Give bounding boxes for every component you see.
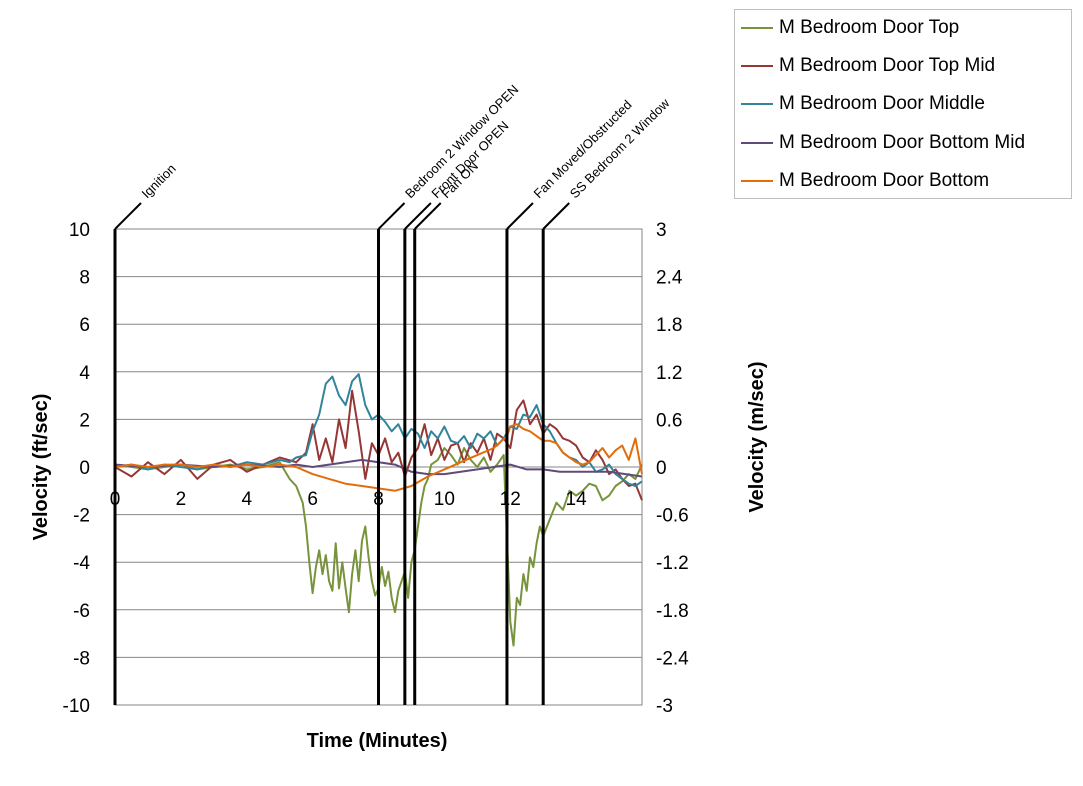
- x-tick-label: 0: [110, 489, 121, 510]
- legend-item: M Bedroom Door Bottom: [741, 169, 989, 193]
- legend-item: M Bedroom Door Top: [741, 16, 959, 40]
- legend-swatch: [741, 180, 773, 182]
- legend-item: M Bedroom Door Bottom Mid: [741, 131, 1025, 155]
- series-line: [114, 389, 643, 501]
- y-tick-label: 8: [79, 268, 90, 289]
- y-tick-label: 0: [79, 458, 90, 479]
- event-leader: [404, 202, 432, 230]
- y-tick-label: -10: [63, 696, 90, 717]
- y2-tick-label: -3: [656, 696, 673, 717]
- y-tick-label: -2: [73, 506, 90, 527]
- series-line: [114, 423, 643, 492]
- event-leader: [377, 202, 406, 230]
- x-tick-label: 6: [307, 489, 318, 510]
- series-line: [114, 458, 643, 478]
- y2-tick-label: 3: [656, 220, 667, 241]
- legend-label: M Bedroom Door Bottom Mid: [779, 132, 1026, 153]
- legend-label: M Bedroom Door Top Mid: [779, 55, 996, 76]
- y2-axis-title: Velocity (m/sec): [746, 361, 768, 512]
- y-tick-label: 10: [69, 220, 90, 241]
- legend-label: M Bedroom Door Middle: [779, 93, 985, 114]
- y2-tick-label: 2.4: [656, 268, 683, 289]
- x-tick-label: 12: [500, 489, 521, 510]
- legend-swatch: [741, 142, 773, 144]
- y-tick-label: -8: [73, 648, 90, 669]
- y2-tick-label: 0.6: [656, 410, 682, 431]
- legend-swatch: [741, 103, 773, 105]
- event-leader: [414, 202, 442, 230]
- y2-tick-label: 1.8: [656, 315, 682, 336]
- axis-ticks: 10 8 6 4 2 0 -2 -4 -6 -8 -10 3 2.4 1.8 1.2 0.6 0 -0.6 -1.2…: [63, 220, 690, 717]
- y2-tick-label: -1.8: [656, 601, 689, 622]
- event-leader: [506, 202, 534, 230]
- x-tick-label: 2: [176, 489, 187, 510]
- legend-label: M Bedroom Door Top: [779, 17, 960, 38]
- legend-item: M Bedroom Door Middle: [741, 92, 985, 116]
- event-label: Ignition: [139, 161, 179, 201]
- y2-tick-label: -1.2: [656, 553, 689, 574]
- legend-label: M Bedroom Door Bottom: [779, 170, 990, 191]
- legend-item: M Bedroom Door Top Mid: [741, 54, 995, 78]
- y-tick-label: 6: [79, 315, 90, 336]
- y2-tick-label: -0.6: [656, 506, 689, 527]
- x-tick-label: 14: [566, 489, 588, 510]
- event-leader: [114, 202, 142, 230]
- x-axis-title: Time (Minutes): [307, 730, 448, 752]
- y2-tick-label: -2.4: [656, 648, 689, 669]
- y2-tick-label: 0: [656, 458, 667, 479]
- y-tick-label: 4: [79, 363, 90, 384]
- y-tick-label: 2: [79, 410, 90, 431]
- legend-swatch: [741, 27, 773, 29]
- event-leader: [542, 202, 570, 230]
- x-tick-label: 10: [434, 489, 455, 510]
- y-tick-label: -6: [73, 601, 90, 622]
- x-tick-label: 8: [373, 489, 384, 510]
- legend: M Bedroom Door Top M Bedroom Door Top Mi…: [734, 9, 1072, 199]
- y-axis-title: Velocity (ft/sec): [30, 394, 52, 541]
- legend-swatch: [741, 65, 773, 67]
- y2-tick-label: 1.2: [656, 363, 682, 384]
- x-tick-label: 4: [241, 489, 252, 510]
- y-tick-label: -4: [73, 553, 90, 574]
